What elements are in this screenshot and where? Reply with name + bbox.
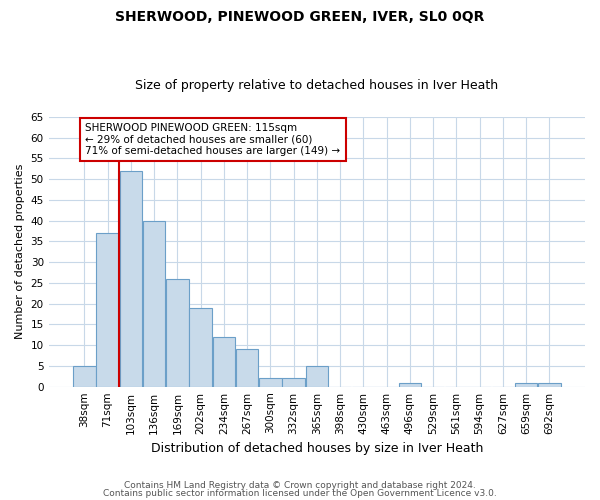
Text: SHERWOOD PINEWOOD GREEN: 115sqm
← 29% of detached houses are smaller (60)
71% of: SHERWOOD PINEWOOD GREEN: 115sqm ← 29% of… bbox=[85, 123, 341, 156]
Bar bbox=[73, 366, 95, 386]
Bar bbox=[538, 382, 560, 386]
Bar bbox=[236, 350, 259, 387]
Bar bbox=[398, 382, 421, 386]
Bar bbox=[166, 278, 188, 386]
Bar bbox=[305, 366, 328, 386]
Bar bbox=[119, 171, 142, 386]
Bar bbox=[515, 382, 538, 386]
Bar bbox=[283, 378, 305, 386]
Bar bbox=[143, 220, 166, 386]
Bar bbox=[96, 233, 119, 386]
Y-axis label: Number of detached properties: Number of detached properties bbox=[15, 164, 25, 340]
Text: SHERWOOD, PINEWOOD GREEN, IVER, SL0 0QR: SHERWOOD, PINEWOOD GREEN, IVER, SL0 0QR bbox=[115, 10, 485, 24]
X-axis label: Distribution of detached houses by size in Iver Heath: Distribution of detached houses by size … bbox=[151, 442, 483, 455]
Bar bbox=[212, 337, 235, 386]
Bar bbox=[259, 378, 281, 386]
Text: Contains public sector information licensed under the Open Government Licence v3: Contains public sector information licen… bbox=[103, 488, 497, 498]
Bar bbox=[190, 308, 212, 386]
Title: Size of property relative to detached houses in Iver Heath: Size of property relative to detached ho… bbox=[135, 79, 499, 92]
Text: Contains HM Land Registry data © Crown copyright and database right 2024.: Contains HM Land Registry data © Crown c… bbox=[124, 481, 476, 490]
